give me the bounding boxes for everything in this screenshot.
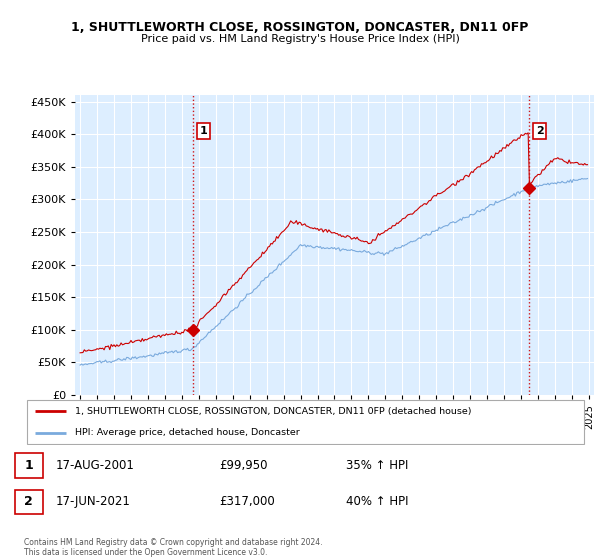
Text: 2: 2 [536, 126, 544, 136]
Text: 35% ↑ HPI: 35% ↑ HPI [346, 459, 409, 472]
Text: Contains HM Land Registry data © Crown copyright and database right 2024.
This d: Contains HM Land Registry data © Crown c… [24, 538, 323, 557]
Text: £99,950: £99,950 [220, 459, 268, 472]
Text: 40% ↑ HPI: 40% ↑ HPI [346, 495, 409, 508]
Text: 2: 2 [25, 495, 33, 508]
FancyBboxPatch shape [27, 400, 584, 444]
Text: 17-AUG-2001: 17-AUG-2001 [55, 459, 134, 472]
FancyBboxPatch shape [15, 453, 43, 478]
Text: 1: 1 [25, 459, 33, 472]
Text: 1, SHUTTLEWORTH CLOSE, ROSSINGTON, DONCASTER, DN11 0FP: 1, SHUTTLEWORTH CLOSE, ROSSINGTON, DONCA… [71, 21, 529, 34]
Text: Price paid vs. HM Land Registry's House Price Index (HPI): Price paid vs. HM Land Registry's House … [140, 34, 460, 44]
Text: 1, SHUTTLEWORTH CLOSE, ROSSINGTON, DONCASTER, DN11 0FP (detached house): 1, SHUTTLEWORTH CLOSE, ROSSINGTON, DONCA… [75, 407, 471, 416]
Text: £317,000: £317,000 [220, 495, 275, 508]
Text: 1: 1 [199, 126, 207, 136]
Text: 17-JUN-2021: 17-JUN-2021 [55, 495, 130, 508]
Text: HPI: Average price, detached house, Doncaster: HPI: Average price, detached house, Donc… [75, 428, 299, 437]
FancyBboxPatch shape [15, 489, 43, 514]
